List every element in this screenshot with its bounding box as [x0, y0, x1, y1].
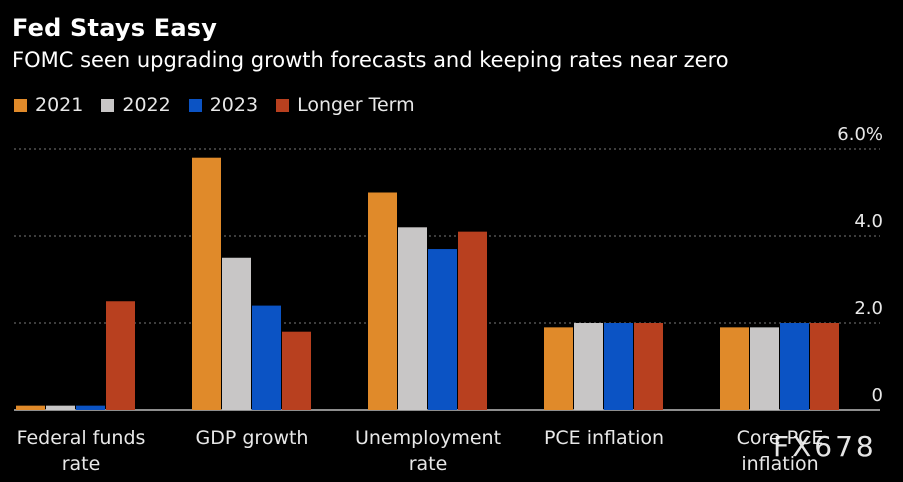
legend-label-2023: 2023	[209, 94, 259, 116]
bar	[810, 323, 839, 410]
bar	[574, 323, 603, 410]
bar	[192, 157, 221, 410]
x-category-label: Federal funds	[17, 427, 146, 449]
y-tick-label: 4.0	[854, 211, 883, 232]
x-category-label: rate	[62, 453, 101, 475]
legend-swatch-2023	[188, 98, 202, 112]
legend-item-longer-term: Longer Term	[276, 94, 415, 116]
legend-swatch-2021	[14, 98, 27, 112]
bar	[106, 301, 135, 410]
legend: 2021 2022 2023 Longer Term	[14, 94, 415, 116]
legend-label-2021: 2021	[35, 94, 84, 116]
legend-label-2022: 2022	[122, 94, 171, 116]
legend-item-2023: 2023	[188, 94, 259, 116]
bar	[398, 227, 427, 410]
x-category-label: Unemployment	[355, 427, 501, 449]
bar	[368, 192, 397, 410]
chart-title: Fed Stays Easy	[12, 14, 218, 42]
y-tick-label: 0	[872, 385, 883, 406]
bar	[16, 405, 45, 410]
x-category-label: Core PCE	[737, 427, 824, 449]
bar	[76, 405, 105, 410]
y-tick-label: 2.0	[854, 298, 883, 319]
bar	[46, 405, 75, 410]
bar	[544, 327, 573, 410]
bar	[780, 323, 809, 410]
bar	[222, 257, 251, 410]
bar	[458, 231, 487, 410]
x-category-label: PCE inflation	[544, 427, 664, 449]
x-category-label: inflation	[741, 453, 818, 475]
legend-label-longer-term: Longer Term	[297, 94, 415, 116]
x-category-label: rate	[409, 453, 448, 475]
bar	[282, 331, 311, 410]
bar	[428, 249, 457, 410]
legend-swatch-longer-term	[276, 98, 290, 112]
bar	[604, 323, 633, 410]
bar	[634, 323, 663, 410]
legend-item-2022: 2022	[101, 94, 171, 116]
y-tick-label: 6.0%	[837, 124, 883, 145]
watermark-logo: FX678	[773, 430, 877, 463]
bar	[720, 327, 749, 410]
chart-subtitle: FOMC seen upgrading growth forecasts and…	[12, 48, 729, 72]
legend-swatch-2022	[101, 98, 115, 112]
bar	[750, 327, 779, 410]
bar	[252, 305, 281, 410]
legend-item-2021: 2021	[14, 94, 83, 116]
x-category-label: GDP growth	[196, 427, 309, 449]
